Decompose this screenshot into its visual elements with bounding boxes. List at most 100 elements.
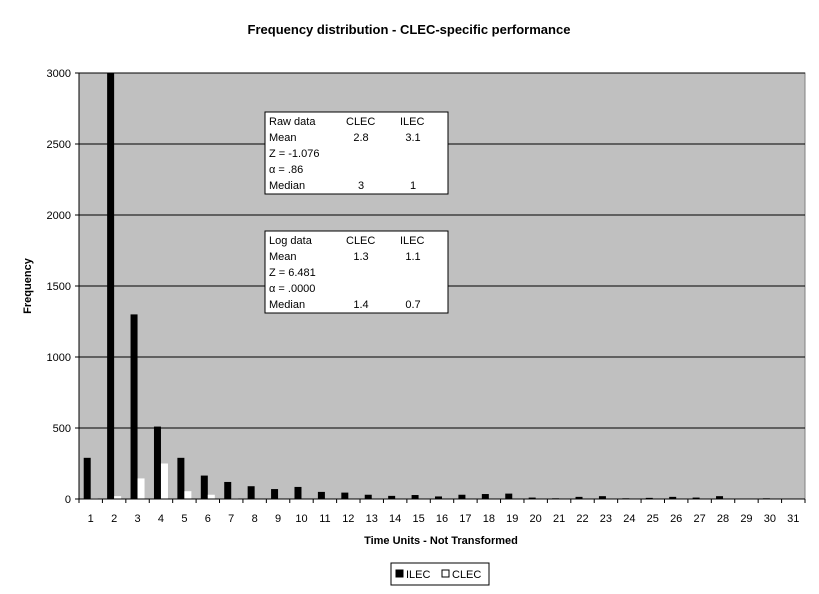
x-tick-label: 16 bbox=[436, 513, 448, 525]
x-tick-label: 24 bbox=[623, 513, 635, 525]
stats-cell: 3 bbox=[358, 180, 364, 192]
stats-cell: CLEC bbox=[346, 235, 375, 247]
bar-ilec-15 bbox=[411, 495, 419, 499]
stats-cell: Z = 6.481 bbox=[269, 267, 316, 279]
stats-cell: 3.1 bbox=[405, 132, 420, 144]
bar-ilec-5 bbox=[177, 457, 185, 499]
x-tick-label: 3 bbox=[134, 513, 140, 525]
legend-swatch-ilec bbox=[395, 569, 404, 578]
bar-ilec-25 bbox=[645, 497, 653, 499]
bar-ilec-3 bbox=[130, 314, 138, 499]
x-axis-title: Time Units - Not Transformed bbox=[364, 535, 518, 547]
stats-box-raw: Raw data CLEC ILEC Mean 2.8 3.1 Z = -1.076 α = … bbox=[264, 111, 449, 195]
x-tick-label: 12 bbox=[342, 513, 354, 525]
y-tick-label: 2000 bbox=[47, 210, 71, 222]
stats-cell: 2.8 bbox=[353, 132, 368, 144]
x-tick-label: 6 bbox=[205, 513, 211, 525]
x-tick-label: 11 bbox=[319, 513, 330, 525]
bar-ilec-2 bbox=[107, 73, 115, 499]
x-tick-label: 1 bbox=[88, 513, 94, 525]
x-tick-label: 31 bbox=[787, 513, 799, 525]
x-tick-label: 26 bbox=[670, 513, 682, 525]
stats-cell: Median bbox=[269, 180, 305, 192]
x-tick-label: 10 bbox=[295, 513, 307, 525]
stats-cell: Raw data bbox=[269, 116, 316, 128]
bar-clec-3 bbox=[137, 478, 145, 499]
bar-ilec-22 bbox=[575, 496, 583, 499]
x-tick-label: 14 bbox=[389, 513, 401, 525]
x-tick-label: 30 bbox=[764, 513, 776, 525]
stats-box-log: Log data CLEC ILEC Mean 1.3 1.1 Z = 6.481 α = .… bbox=[264, 230, 449, 314]
stats-box-frame bbox=[264, 111, 449, 195]
y-axis-title: Frequency bbox=[22, 257, 34, 314]
legend-swatch-clec bbox=[441, 569, 450, 578]
x-tick-label: 18 bbox=[483, 513, 495, 525]
stats-cell: Z = -1.076 bbox=[269, 148, 319, 160]
stats-cell: Median bbox=[269, 299, 305, 311]
x-tick-label: 9 bbox=[275, 513, 281, 525]
x-tick-label: 19 bbox=[506, 513, 518, 525]
bar-ilec-12 bbox=[341, 492, 349, 499]
stats-cell: Log data bbox=[269, 235, 313, 247]
x-tick-label: 21 bbox=[553, 513, 565, 525]
bar-ilec-23 bbox=[598, 496, 606, 499]
bar-ilec-28 bbox=[716, 496, 724, 499]
bar-ilec-7 bbox=[224, 481, 232, 499]
y-tick-label: 2500 bbox=[47, 139, 71, 151]
bar-ilec-8 bbox=[247, 486, 255, 499]
stats-cell: ILEC bbox=[400, 116, 425, 128]
bar-ilec-16 bbox=[435, 496, 442, 499]
legend-frame bbox=[390, 562, 490, 586]
bar-ilec-27 bbox=[692, 497, 700, 499]
x-tick-label: 15 bbox=[412, 513, 424, 525]
y-tick-label: 500 bbox=[53, 423, 71, 435]
stats-boxes: Raw data CLEC ILEC Mean 2.8 3.1 Z = -1.076 α = … bbox=[264, 111, 449, 314]
stats-cell: Mean bbox=[269, 251, 297, 263]
bar-ilec-4 bbox=[153, 426, 161, 499]
bar-clec-2 bbox=[114, 496, 122, 499]
y-tick-label: 3000 bbox=[47, 68, 71, 80]
stats-cell: 1 bbox=[410, 180, 416, 192]
bar-clec-4 bbox=[160, 463, 168, 499]
y-tick-label: 1000 bbox=[47, 352, 71, 364]
legend-label-clec: CLEC bbox=[452, 569, 481, 581]
y-tick-label: 0 bbox=[65, 494, 71, 506]
x-tick-label: 2 bbox=[111, 513, 117, 525]
stats-box-frame bbox=[264, 230, 449, 314]
x-tick-label: 22 bbox=[576, 513, 588, 525]
stats-cell: α = .0000 bbox=[269, 283, 315, 295]
x-tick-label: 8 bbox=[252, 513, 258, 525]
x-tick-labels: 1 2 3 4 5 6 7 8 9 10 11 12 13 14 15 16 17 18 19 20 21 22 23 24 2… bbox=[88, 513, 800, 525]
bar-ilec-14 bbox=[388, 495, 396, 499]
x-tick-label: 23 bbox=[600, 513, 612, 525]
y-tick-labels: 0 500 1000 1500 2000 2500 3000 bbox=[47, 68, 71, 506]
bar-ilec-10 bbox=[294, 486, 302, 499]
x-tick-label: 13 bbox=[366, 513, 378, 525]
stats-cell: α = .86 bbox=[269, 164, 303, 176]
bar-ilec-1 bbox=[83, 457, 91, 499]
x-tick-label: 28 bbox=[717, 513, 729, 525]
x-tick-label: 27 bbox=[693, 513, 705, 525]
stats-cell: 0.7 bbox=[405, 299, 420, 311]
stats-cell: 1.1 bbox=[405, 251, 420, 263]
bar-ilec-6 bbox=[200, 475, 208, 499]
stats-cell: ILEC bbox=[400, 235, 425, 247]
x-tick-label: 4 bbox=[158, 513, 164, 525]
axes bbox=[75, 72, 806, 503]
stats-cell: 1.4 bbox=[353, 299, 368, 311]
bar-ilec-18 bbox=[481, 494, 489, 499]
bar-clec-5 bbox=[184, 491, 192, 499]
x-tick-label: 7 bbox=[228, 513, 234, 525]
stats-cell: 1.3 bbox=[353, 251, 368, 263]
stats-cell: Mean bbox=[269, 132, 297, 144]
bar-ilec-11 bbox=[317, 491, 325, 499]
x-tick-label: 25 bbox=[647, 513, 659, 525]
legend-label-ilec: ILEC bbox=[406, 569, 431, 581]
bar-ilec-13 bbox=[364, 494, 372, 499]
bars bbox=[83, 73, 770, 499]
x-tick-label: 29 bbox=[740, 513, 752, 525]
chart-title: Frequency distribution - CLEC-specific p… bbox=[248, 22, 571, 37]
x-tick-label: 17 bbox=[459, 513, 471, 525]
y-tick-label: 1500 bbox=[47, 281, 71, 293]
